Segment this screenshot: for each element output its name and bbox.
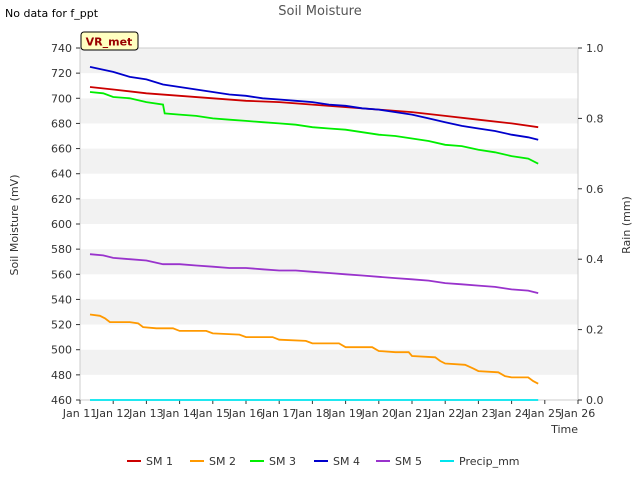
x-tick-label: Jan 25 xyxy=(527,407,562,420)
x-tick-label: Jan 11 xyxy=(62,407,97,420)
plot-band xyxy=(80,123,578,149)
x-tick-label: Jan 22 xyxy=(427,407,462,420)
y2-tick-label: 1.0 xyxy=(586,42,604,55)
chart-title: Soil Moisture xyxy=(278,4,362,19)
x-tick-label: Jan 15 xyxy=(195,407,230,420)
x-tick-label: Jan 13 xyxy=(128,407,163,420)
x-axis-label: Time xyxy=(550,423,578,436)
y-tick-label: 680 xyxy=(51,117,72,130)
y-tick-label: 700 xyxy=(51,92,72,105)
x-tick-label: Jan 12 xyxy=(95,407,130,420)
plot-band xyxy=(80,249,578,275)
legend-label: Precip_mm xyxy=(459,455,520,468)
y-tick-label: 460 xyxy=(51,394,72,407)
y-tick-label: 540 xyxy=(51,293,72,306)
y2-tick-label: 0.0 xyxy=(586,394,604,407)
y-tick-label: 660 xyxy=(51,143,72,156)
y2-tick-label: 0.8 xyxy=(586,112,604,125)
x-tick-label: Jan 20 xyxy=(361,407,396,420)
y-tick-label: 720 xyxy=(51,67,72,80)
plot-band xyxy=(80,98,578,124)
plot-band xyxy=(80,374,578,400)
x-tick-label: Jan 16 xyxy=(228,407,263,420)
plot-band xyxy=(80,148,578,174)
y-tick-label: 480 xyxy=(51,369,72,382)
y-tick-label: 560 xyxy=(51,268,72,281)
y-tick-label: 500 xyxy=(51,344,72,357)
y2-axis-label: Rain (mm) xyxy=(620,196,633,254)
y-tick-label: 580 xyxy=(51,243,72,256)
left-axis-ticks: 460 480 500 520 540 560 580 600 620 640 660 680 700 7… xyxy=(51,42,80,407)
x-tick-label: Jan 21 xyxy=(394,407,429,420)
site-badge-label: VR_met xyxy=(86,36,133,49)
x-tick-label: Jan 14 xyxy=(161,407,196,420)
series-line-sm-1 xyxy=(89,86,539,129)
y2-tick-label: 0.2 xyxy=(586,324,604,337)
x-tick-label: Jan 17 xyxy=(261,407,296,420)
legend-label: SM 3 xyxy=(269,455,296,468)
y-axis-label: Soil Moisture (mV) xyxy=(8,175,21,276)
legend-label: SM 4 xyxy=(333,455,360,468)
legend-label: SM 5 xyxy=(395,455,422,468)
y-tick-label: 620 xyxy=(51,193,72,206)
plot-band xyxy=(80,224,578,250)
series-lines xyxy=(89,66,539,401)
series-line-sm-4 xyxy=(89,66,539,141)
y-tick-label: 740 xyxy=(51,42,72,55)
legend-label: SM 2 xyxy=(209,455,236,468)
right-axis-ticks: 0.0 0.2 0.4 0.6 0.8 1.0 xyxy=(578,42,604,407)
y-tick-label: 520 xyxy=(51,319,72,332)
x-tick-label: Jan 18 xyxy=(294,407,329,420)
series-line-sm-5 xyxy=(89,253,539,294)
x-tick-label: Jan 26 xyxy=(560,407,595,420)
plot-band xyxy=(80,274,578,300)
plot-band xyxy=(80,173,578,199)
plot-band xyxy=(80,349,578,375)
plot-band xyxy=(80,198,578,224)
plot-bands xyxy=(80,48,578,400)
y2-tick-label: 0.4 xyxy=(586,253,604,266)
plot-band xyxy=(80,299,578,325)
series-line-sm-3 xyxy=(89,91,539,165)
site-badge: VR_met xyxy=(80,31,139,51)
legend: SM 1 SM 2 SM 3 SM 4 SM 5 Precip_mm xyxy=(127,455,520,468)
legend-label: SM 1 xyxy=(146,455,173,468)
x-tick-label: Jan 24 xyxy=(493,407,528,420)
y-tick-label: 640 xyxy=(51,168,72,181)
y2-tick-label: 0.6 xyxy=(586,183,604,196)
no-data-note: No data for f_ppt xyxy=(5,7,99,20)
plot-band xyxy=(80,48,578,74)
x-tick-label: Jan 23 xyxy=(460,407,495,420)
x-tick-label: Jan 19 xyxy=(327,407,362,420)
series-line-sm-2 xyxy=(89,313,539,385)
y-tick-label: 600 xyxy=(51,218,72,231)
